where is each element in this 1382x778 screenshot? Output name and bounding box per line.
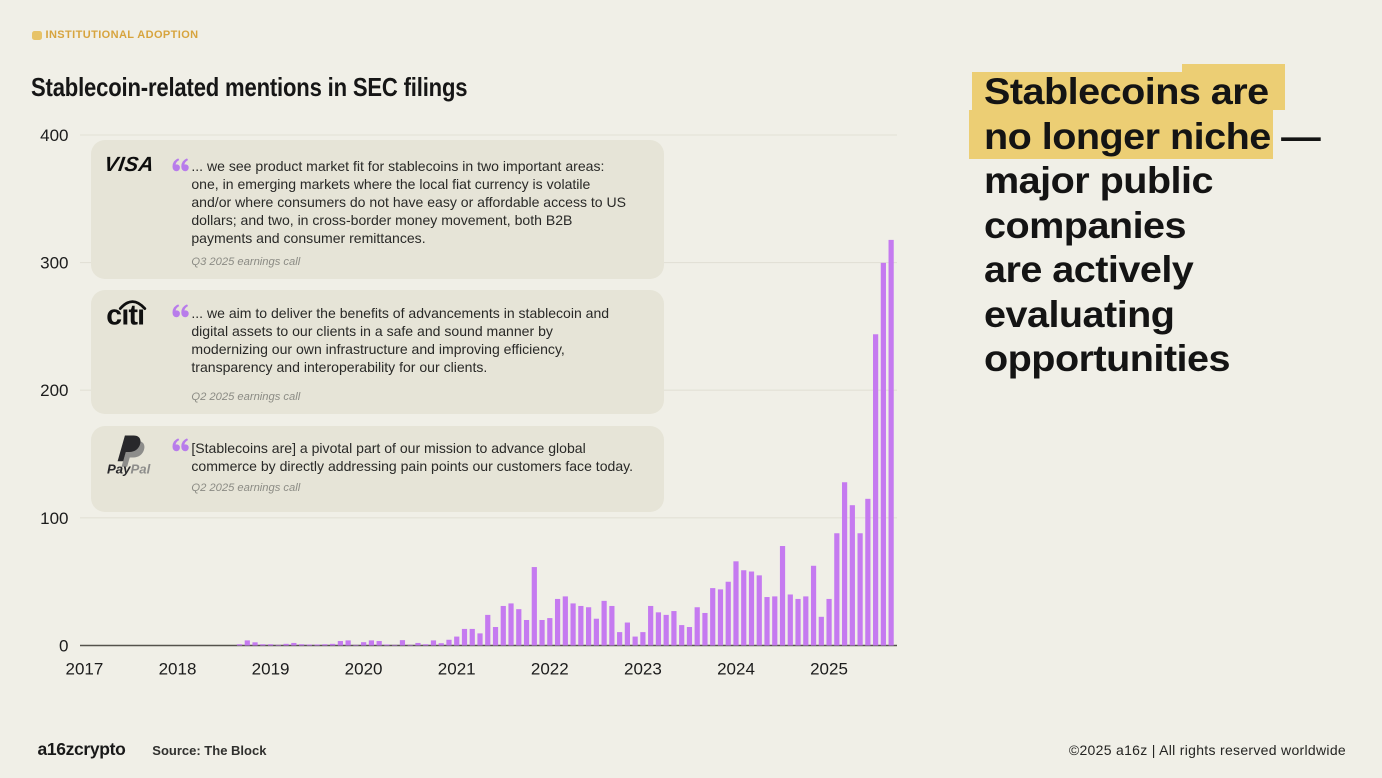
svg-text:2021: 2021 — [438, 660, 476, 679]
svg-text:200: 200 — [40, 381, 68, 400]
svg-text:0: 0 — [59, 637, 68, 656]
svg-text:PayPal: PayPal — [107, 461, 151, 476]
svg-text:2022: 2022 — [531, 660, 569, 679]
svg-text:2025: 2025 — [810, 660, 848, 679]
svg-text:2024: 2024 — [717, 660, 755, 679]
svg-text:2020: 2020 — [345, 660, 383, 679]
svg-text:100: 100 — [40, 509, 68, 528]
svg-text:2023: 2023 — [624, 660, 662, 679]
svg-text:300: 300 — [40, 254, 68, 273]
svg-text:400: 400 — [40, 126, 68, 145]
svg-text:2017: 2017 — [65, 660, 103, 679]
svg-text:2018: 2018 — [159, 660, 197, 679]
svg-text:2019: 2019 — [252, 660, 290, 679]
